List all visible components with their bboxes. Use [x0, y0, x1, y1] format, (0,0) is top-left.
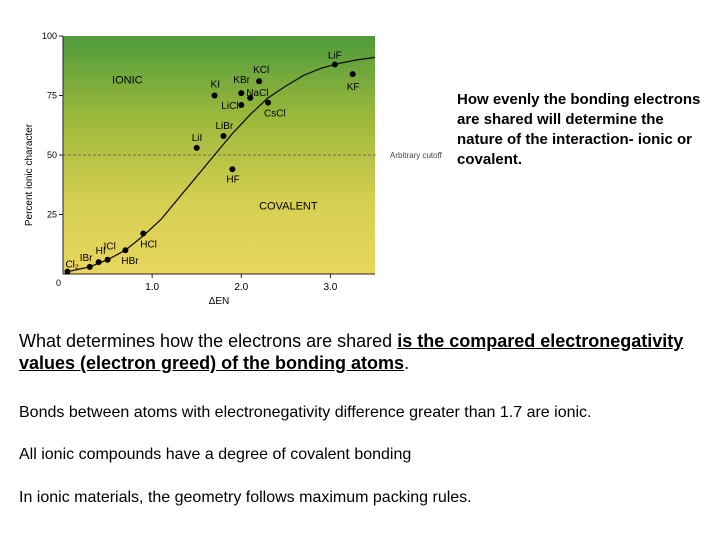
paragraph-packing-rules: In ionic materials, the geometry follows… [19, 489, 472, 506]
data-point [331, 61, 338, 68]
data-point [193, 144, 200, 151]
data-point [247, 94, 254, 101]
data-point [122, 247, 129, 254]
data-point [229, 166, 236, 173]
y-tick-label: 50 [47, 150, 57, 160]
data-point-label: ICl [104, 242, 116, 253]
main-question-lead: What determines how the electrons are sh… [19, 331, 398, 351]
data-point [238, 102, 245, 109]
x-origin-label: 0 [56, 278, 61, 288]
data-point [256, 78, 263, 85]
data-point [238, 90, 245, 97]
y-axis-title: Percent ionic character [24, 123, 35, 226]
ionic-character-chart: 100 75 50 25 1.0 2.0 3.0 0 ΔEN Percent ionic char… [18, 26, 458, 316]
data-point [349, 71, 356, 78]
data-point [95, 259, 102, 266]
data-point-label: HI [96, 246, 106, 257]
main-question-emphasis: is the compared electronegativity values… [19, 331, 684, 373]
data-point-label: Cl₂ [65, 260, 78, 271]
data-point [140, 230, 147, 237]
data-point-label: KF [347, 82, 360, 93]
x-tick-label: 2.0 [234, 282, 248, 293]
y-tick-label: 100 [42, 31, 57, 41]
paragraph-ionic-threshold: Bonds between atoms with electronegativi… [19, 404, 592, 421]
main-question-tail: . [404, 353, 410, 373]
data-point-label: HF [226, 174, 239, 185]
data-point [211, 92, 218, 99]
data-point-label: LiI [192, 133, 203, 144]
data-point-label: LiCl [221, 101, 238, 112]
x-axis-title: ΔEN [209, 296, 230, 307]
data-point [86, 263, 93, 270]
y-tick-label: 75 [47, 91, 57, 101]
data-point-label: KCl [253, 65, 269, 76]
x-tick-label: 1.0 [145, 282, 159, 293]
y-tick-label: 25 [47, 210, 57, 220]
region-label: COVALENT [259, 201, 318, 213]
data-point-label: IBr [80, 253, 93, 264]
data-point-label: CsCl [264, 109, 286, 120]
main-question: What determines how the electrons are sh… [19, 330, 709, 374]
data-point-label: NaCl [246, 88, 268, 99]
data-point-label: HCl [140, 240, 157, 251]
data-point [64, 268, 71, 275]
data-point [104, 256, 111, 263]
data-point [265, 99, 272, 106]
data-point-label: HBr [121, 256, 139, 267]
data-point-label: KBr [233, 75, 250, 86]
cutoff-label: Arbitrary cutoff [390, 151, 443, 160]
data-point-label: LiF [328, 51, 342, 62]
paragraph-covalent-degree: All ionic compounds have a degree of cov… [19, 446, 412, 463]
trend-curve [67, 56, 376, 273]
x-tick-label: 3.0 [323, 282, 337, 293]
data-point-label: KI [211, 80, 220, 91]
region-label: IONIC [112, 75, 143, 87]
data-point [220, 132, 227, 139]
data-point-label: LiBr [215, 121, 233, 132]
side-note: How evenly the bonding electrons are sha… [457, 91, 701, 168]
chart-svg: 100 75 50 25 1.0 2.0 3.0 0 ΔEN Percent ionic char… [24, 31, 443, 307]
